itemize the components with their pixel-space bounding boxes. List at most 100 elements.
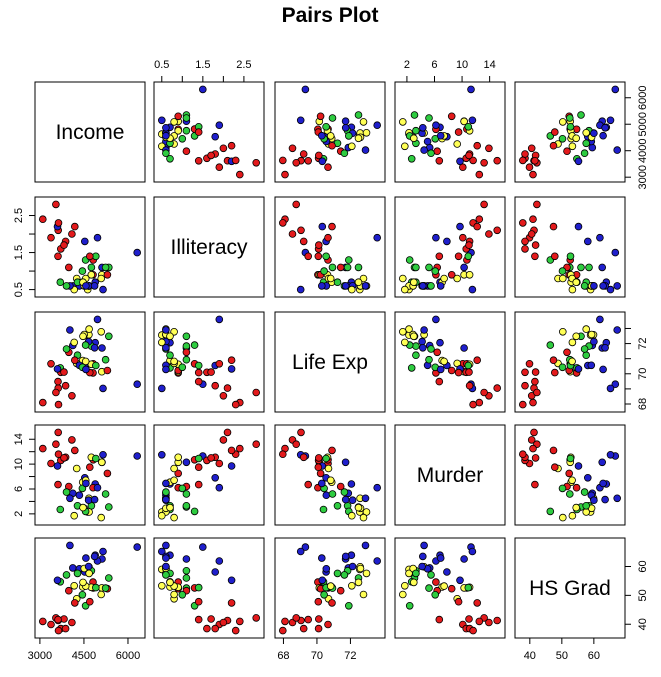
data-point: Washington (341, 495, 350, 504)
tick-label: 70 (311, 650, 323, 662)
data-point: Maine (56, 505, 65, 514)
data-point: Washington (418, 282, 427, 290)
data-point: Utah (420, 541, 428, 550)
x-axis-bottom-0: 3000 4500 6000 (28, 637, 140, 662)
data-point: Rhode Island (190, 341, 199, 349)
data-point: Hawaii (215, 121, 224, 129)
panel-frame (153, 311, 265, 413)
tick-label: 14 (13, 433, 25, 445)
data-point: Vermont (427, 345, 435, 353)
data-point: Mississippi (38, 215, 47, 224)
data-point: Tennessee (207, 151, 215, 160)
data-point: Vermont (427, 571, 435, 579)
panel-0-2: AlabamaAlaskaArizonaArkansasCaliforniaCo… (274, 81, 386, 183)
data-point: North Carolina (521, 237, 529, 246)
y-axis-right-0: 3000 4000 5000 6000 (624, 86, 649, 189)
data-point: Washington (601, 343, 609, 352)
data-point: Wisconsin (409, 332, 418, 341)
data-point: Kentucky (521, 245, 529, 253)
data-point: Louisiana (533, 200, 541, 209)
data-point: North Carolina (299, 237, 308, 246)
data-point: Georgia (527, 144, 536, 153)
data-point: Texas (549, 446, 558, 455)
data-point: Wyoming (436, 282, 445, 290)
data-point: Georgia (68, 391, 76, 400)
data-point: Oklahoma (65, 263, 73, 272)
data-point: Texas (328, 222, 336, 231)
data-point: Texas (227, 141, 236, 150)
panel-0-3: AlabamaAlaskaArizonaArkansasCaliforniaCo… (394, 81, 506, 183)
panel-frame (153, 424, 265, 526)
data-point: Massachusetts (343, 263, 352, 272)
data-point: Vermont (162, 149, 170, 158)
panel-frame (34, 196, 146, 298)
data-point: Oklahoma (182, 147, 191, 156)
data-point: Nevada (99, 450, 107, 459)
data-point: Nevada (99, 547, 107, 556)
data-point: Wisconsin (409, 278, 418, 287)
data-point: Wisconsin (572, 278, 580, 287)
data-point: Maryland (447, 270, 456, 279)
data-point: New York (194, 454, 203, 463)
data-point: Louisiana (292, 440, 301, 449)
data-point: Texas (473, 141, 482, 150)
panel-4-2: AlabamaAlaskaArizonaArkansasCaliforniaCo… (274, 537, 386, 639)
data-point: Washington (90, 552, 99, 561)
data-point: Utah (613, 146, 621, 154)
data-point: South Carolina (518, 219, 527, 227)
data-point: New Mexico (53, 462, 62, 470)
data-point: West Virginia (304, 480, 313, 489)
data-point: Virginia (194, 463, 203, 472)
data-point: West Virginia (54, 252, 62, 261)
data-point: Illinois (460, 117, 468, 126)
data-point: South Carolina (518, 400, 527, 409)
data-point: Tennessee (314, 615, 323, 623)
tick-label: 2.5 (13, 208, 25, 223)
data-point: Washington (162, 495, 170, 504)
data-point: Utah (361, 146, 370, 154)
data-point: Utah (613, 494, 621, 503)
data-point: Texas (328, 599, 336, 607)
data-point: Alaska (133, 380, 142, 389)
data-point: Maine (166, 155, 174, 163)
data-point: South Dakota (568, 142, 577, 151)
panel-grid: IncomeAlabamaAlaskaArizonaArkansasCalifo… (13, 59, 649, 662)
data-point: Wisconsin (79, 578, 87, 587)
data-point: Alaska (133, 452, 142, 460)
data-point: Pennsylvania (431, 267, 440, 275)
data-point: West Virginia (531, 157, 539, 165)
data-point: New Mexico (574, 365, 583, 373)
data-point: Hawaii (215, 315, 224, 324)
data-point: Nevada (158, 384, 166, 393)
data-point: Connecticut (410, 111, 419, 119)
data-point: Louisiana (252, 440, 261, 449)
data-point: Hawaii (373, 557, 382, 565)
data-point: Maryland (174, 469, 183, 478)
data-point: California (341, 458, 350, 467)
data-point: Louisiana (292, 159, 301, 167)
tick-label: 10 (456, 59, 468, 71)
data-point: Wisconsin (166, 578, 174, 587)
data-point: Rhode Island (344, 601, 353, 610)
data-point: Maine (407, 364, 416, 372)
data-point: Idaho (588, 143, 597, 152)
data-point: Montana (75, 491, 84, 500)
data-point: Maine (319, 505, 328, 514)
data-point: Tennessee (207, 368, 215, 376)
data-point: Tennessee (60, 368, 68, 376)
variable-label: Illiteracy (170, 236, 248, 259)
data-point: South Carolina (54, 400, 63, 409)
data-point: Utah (66, 326, 74, 334)
data-point: Ohio (440, 274, 448, 283)
data-point: Virginia (86, 597, 94, 606)
data-point: Wisconsin (354, 278, 363, 287)
data-point: Alaska (611, 248, 620, 257)
tick-label: 0.5 (13, 282, 25, 297)
data-point: Wisconsin (166, 503, 174, 512)
data-point: Texas (71, 599, 79, 607)
x-axis-top-1: 0.5 1.5 2.5 (154, 59, 252, 83)
data-point: Louisiana (252, 614, 261, 622)
data-point: North Dakota (359, 118, 368, 126)
data-point: Tennessee (465, 151, 473, 160)
data-point: Oklahoma (433, 147, 442, 156)
